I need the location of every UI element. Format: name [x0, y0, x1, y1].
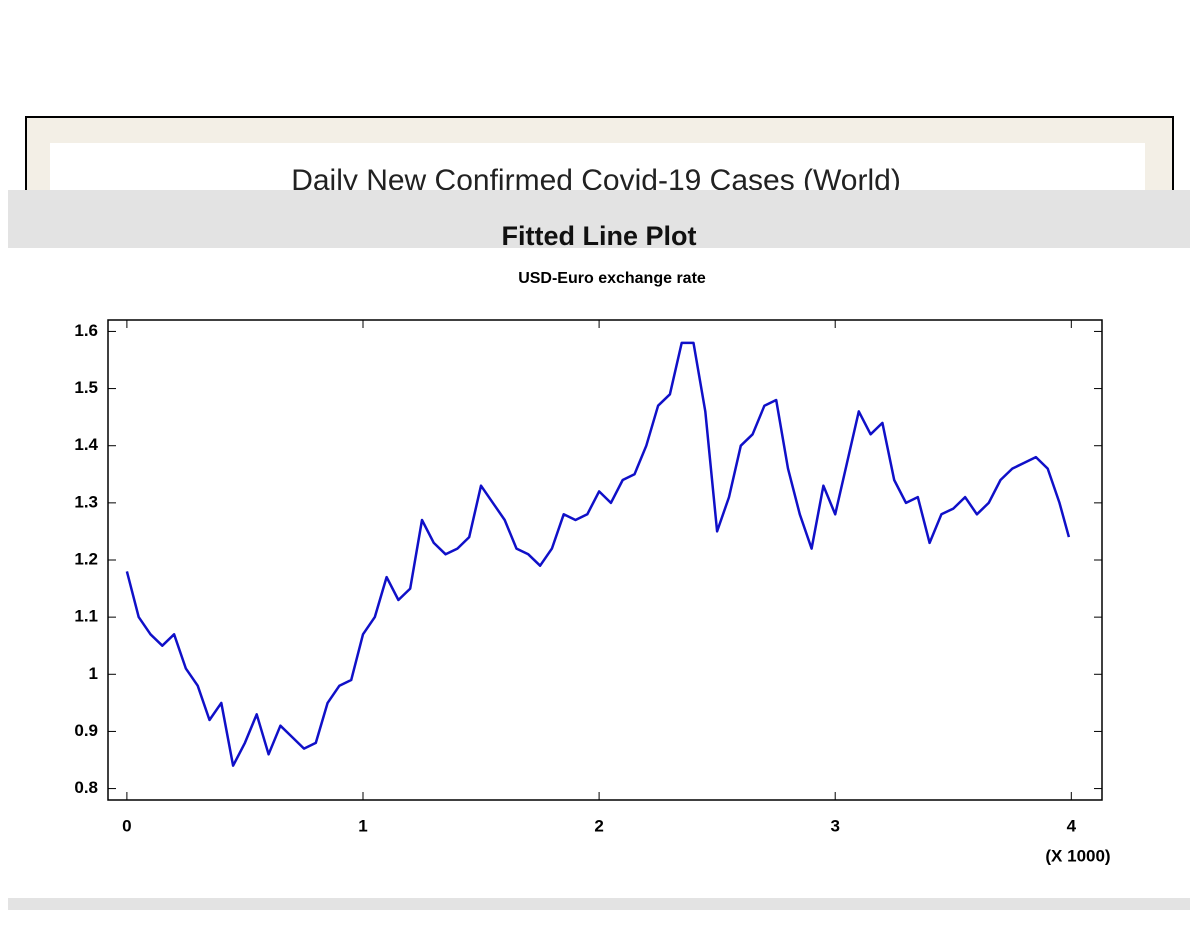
data-line	[125, 341, 1071, 767]
y-tick-label: 1	[89, 664, 98, 683]
x-tick-label: 2	[594, 816, 603, 835]
x-unit-label: (X 1000)	[1045, 846, 1110, 865]
y-tick-label: 1.4	[74, 435, 98, 454]
y-tick-label: 1.3	[74, 492, 98, 511]
section-bar	[8, 190, 1190, 248]
x-tick-label: 1	[358, 816, 367, 835]
x-tick-label: 4	[1067, 816, 1077, 835]
y-tick-label: 1.2	[74, 549, 98, 568]
x-tick-label: 0	[122, 816, 131, 835]
chart-title: USD-Euro exchange rate	[518, 270, 706, 287]
y-tick-label: 0.9	[74, 721, 98, 740]
y-tick-label: 1.1	[74, 607, 98, 626]
y-tick-label: 0.8	[74, 778, 98, 797]
x-tick-label: 3	[830, 816, 839, 835]
plot-frame	[107, 319, 1103, 801]
bottom-bar	[8, 898, 1190, 910]
y-tick-label: 1.5	[74, 378, 98, 397]
y-tick-label: 1.6	[74, 321, 98, 340]
section-title: Fitted Line Plot	[502, 221, 697, 251]
